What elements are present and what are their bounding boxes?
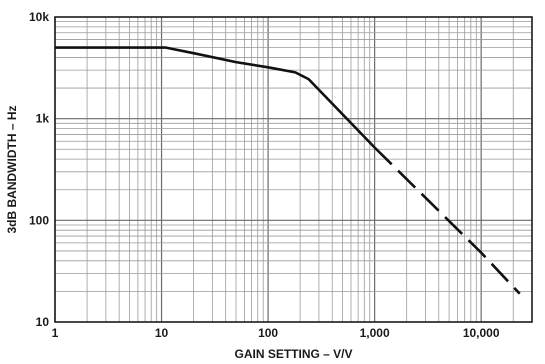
y-tick-label: 100 xyxy=(29,213,49,227)
y-axis-title: 3dB BANDWIDTH – Hz xyxy=(5,106,19,234)
grid xyxy=(54,17,533,322)
x-tick-labels: 1 10 100 1,000 10,000 xyxy=(52,326,500,340)
y-tick-labels: 10 100 1k 10k xyxy=(29,10,49,329)
plot-frame xyxy=(54,16,533,323)
series-layer xyxy=(55,46,521,295)
x-tick-label: 100 xyxy=(258,326,278,340)
y-tick-label: 10k xyxy=(29,10,49,24)
bandwidth-curve-dashed xyxy=(373,146,521,295)
x-tick-label: 1,000 xyxy=(360,326,390,340)
x-tick-label: 1 xyxy=(52,326,59,340)
y-tick-label: 10 xyxy=(36,315,50,329)
x-tick-label: 10 xyxy=(155,326,169,340)
x-axis-title: GAIN SETTING – V/V xyxy=(234,347,352,361)
x-tick-label: 10,000 xyxy=(463,326,500,340)
y-tick-label: 1k xyxy=(36,112,50,126)
bandwidth-curve-solid xyxy=(55,46,376,149)
